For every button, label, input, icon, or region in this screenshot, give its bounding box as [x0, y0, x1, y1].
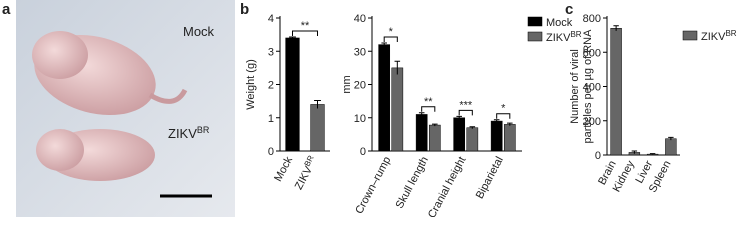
y-axis-label: mm	[341, 75, 353, 93]
y-tick-label: 600	[583, 47, 601, 59]
error-bar	[507, 122, 513, 126]
error-bar	[668, 136, 674, 141]
y-tick-label: 0	[595, 150, 601, 162]
legend-label: ZIKVBR	[546, 30, 582, 44]
mouse-zikv-head	[36, 129, 84, 171]
x-tick-label: Skull length	[394, 155, 431, 211]
legend-label: Mock	[546, 17, 573, 29]
error-bar	[289, 36, 296, 39]
legend-swatch	[682, 30, 698, 41]
error-bar	[394, 60, 401, 75]
photo-label: ZIKVBR	[168, 125, 210, 141]
y-tick-label: 20	[354, 80, 366, 92]
bar	[310, 104, 325, 152]
y-tick-label: 2	[268, 80, 274, 92]
x-tick-label: Crown–rump	[353, 155, 393, 216]
bar	[665, 138, 677, 156]
x-tick-label: Cranial height	[426, 155, 468, 217]
y-tick-label: 200	[583, 116, 601, 128]
bar	[453, 117, 466, 152]
y-tick-label: 40	[354, 13, 366, 25]
significance-label: ***	[459, 99, 473, 111]
bar	[610, 28, 622, 156]
y-tick-label: 4	[268, 13, 274, 25]
bar	[378, 44, 391, 152]
bar	[415, 114, 428, 152]
bar	[503, 124, 516, 152]
significance-bracket	[292, 30, 318, 36]
error-bar	[418, 112, 425, 117]
photo-label: Mock	[183, 24, 215, 39]
y-axis-label: particles per µg of RNA	[582, 29, 594, 144]
photo: Mock ZIKVBR	[16, 0, 235, 217]
y-tick-label: 800	[583, 13, 601, 25]
y-tick-label: 0	[268, 146, 274, 158]
y-tick-label: 10	[354, 113, 366, 125]
bar	[490, 120, 503, 152]
significance-bracket	[458, 109, 473, 116]
y-axis-label: Number of viral	[569, 49, 581, 124]
bar	[391, 67, 404, 152]
significance-bracket	[421, 106, 436, 112]
y-tick-label: 3	[268, 46, 274, 58]
error-bar	[493, 119, 500, 123]
error-bar	[456, 115, 462, 120]
bar	[466, 127, 479, 152]
y-tick-label: 0	[360, 146, 366, 158]
x-tick-label: ZIKVBR	[291, 154, 320, 192]
significance-label: *	[389, 26, 394, 38]
significance-label: **	[301, 20, 310, 32]
legend-label: ZIKVBR	[701, 29, 737, 43]
error-bar	[469, 126, 476, 129]
significance-label: **	[424, 96, 433, 108]
mouse-tail	[148, 88, 188, 104]
significance-bracket	[496, 113, 511, 119]
panel-letter: b	[240, 1, 249, 18]
legend-swatch	[527, 16, 543, 27]
significance-bracket	[383, 36, 398, 42]
x-tick-label: Mock	[272, 154, 295, 183]
error-bar	[613, 25, 619, 31]
bar	[428, 124, 441, 152]
bar	[285, 37, 300, 152]
y-tick-label: 30	[354, 46, 366, 58]
error-bar	[432, 123, 438, 127]
error-bar	[381, 42, 387, 47]
mouse-mock-head	[32, 31, 88, 79]
panel-letter: c	[565, 1, 573, 18]
y-tick-label: 1	[268, 113, 274, 125]
error-bar	[631, 150, 638, 154]
error-bar	[314, 99, 321, 109]
x-tick-label: Biparietal	[474, 155, 506, 201]
significance-label: *	[501, 103, 506, 115]
error-bar	[649, 153, 656, 155]
y-tick-label: 400	[583, 82, 601, 94]
panel-letter: a	[2, 1, 11, 18]
y-axis-label: Weight (g)	[245, 59, 257, 110]
legend-swatch	[527, 31, 543, 42]
